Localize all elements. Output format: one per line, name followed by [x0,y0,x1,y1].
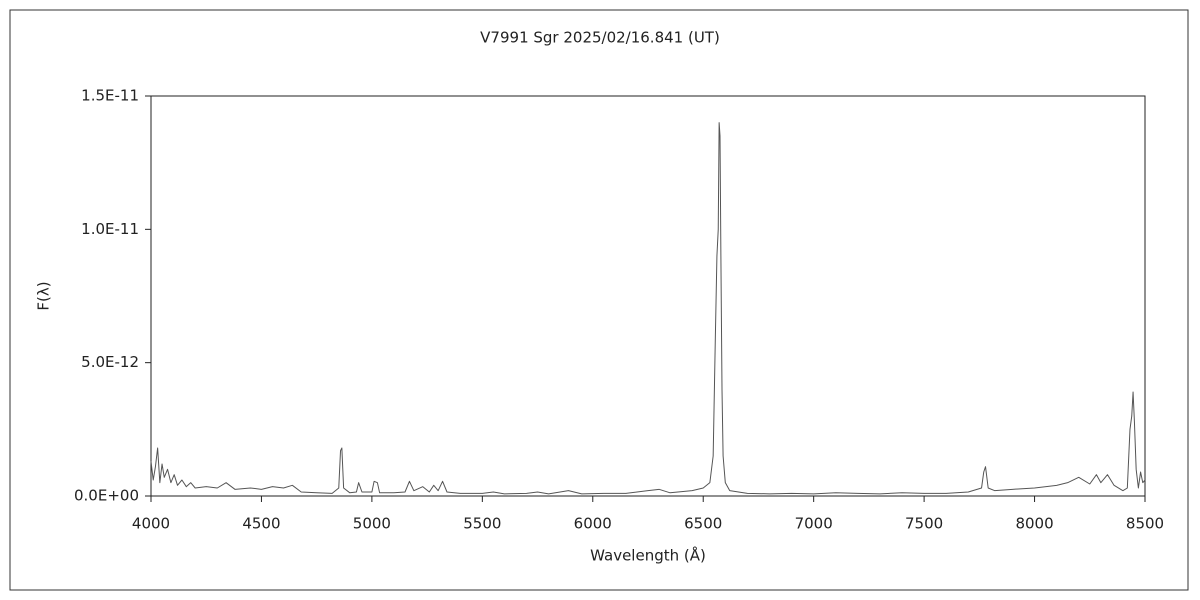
x-tick-label: 5000 [353,515,391,533]
chart-frame [9,9,1189,591]
y-tick-label: 1.0E-11 [81,220,139,238]
y-axis-label: F(λ) [35,281,53,310]
y-tick-label: 1.5E-11 [81,87,139,105]
x-tick-label: 5500 [463,515,501,533]
x-tick-label: 6500 [684,515,722,533]
spectrum-line [150,122,1146,495]
x-tick-label: 7500 [905,515,943,533]
x-tick-label: 4500 [242,515,280,533]
x-tick-label: 8000 [1015,515,1053,533]
x-tick-label: 7000 [795,515,833,533]
plot-area [150,95,1146,497]
y-tick-label: 5.0E-12 [81,353,139,371]
x-tick-label: 6000 [574,515,612,533]
x-tick-label: 8500 [1126,515,1164,533]
y-tick-label: 0.0E+00 [74,487,139,505]
x-axis-label: Wavelength (Å) [590,546,706,565]
x-tick-label: 4000 [132,515,170,533]
chart-title: V7991 Sgr 2025/02/16.841 (UT) [480,29,720,47]
